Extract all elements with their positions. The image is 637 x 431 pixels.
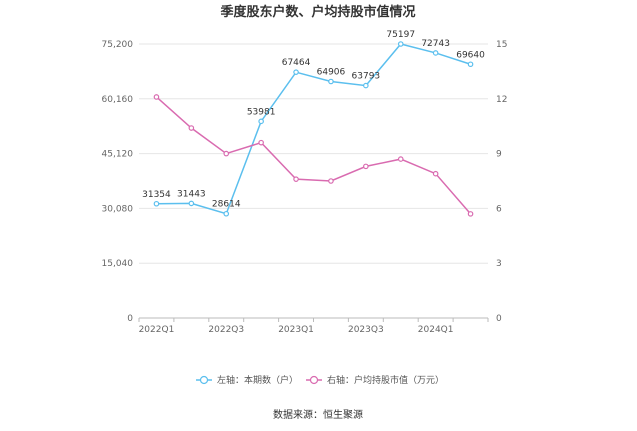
series-2-point [153, 94, 160, 100]
series-2-point [258, 139, 264, 146]
series-1-point [153, 200, 160, 207]
series-1-point [258, 118, 264, 125]
source-note: 数据来源：恒生聚源 [273, 408, 363, 421]
series-1-point [432, 50, 439, 56]
left-axis-tick-label: 45,120 [102, 150, 134, 160]
series-1-point [328, 78, 334, 85]
right-axis-tick-label: 0 [496, 314, 502, 324]
x-axis-tick-label: 2024Q1 [418, 325, 454, 335]
series-layer [153, 41, 474, 217]
series-2-point [328, 178, 334, 184]
data-label: 31354 [142, 190, 171, 200]
right-axis-tick-label: 6 [496, 204, 502, 214]
legend-marker-point [309, 375, 319, 385]
series-line-2 [155, 96, 472, 215]
chart-title: 季度股东户数、户均持股市值情况 [219, 4, 415, 20]
data-label: 75197 [386, 30, 415, 40]
series-2-point [467, 211, 474, 217]
data-label: 63793 [352, 72, 381, 82]
series-2-point [432, 170, 439, 177]
series-1-point [293, 69, 299, 75]
series-2-point [223, 150, 230, 157]
series-2-point [188, 125, 195, 131]
x-axis-tick-label: 2023Q3 [348, 325, 384, 335]
data-label: 72743 [421, 39, 450, 49]
legend: 左轴：本期数（户） 右轴：户均持股市值（万元） [196, 374, 444, 386]
x-axis-tick-label: 2022Q3 [208, 325, 244, 335]
right-axis-tick-label: 15 [496, 40, 507, 50]
left-axis-tick-label: 15,040 [102, 259, 134, 269]
data-label: 64906 [317, 68, 346, 78]
series-2-point [397, 156, 404, 162]
right-axis-tick-label: 3 [496, 259, 502, 269]
left-axis-tick-label: 30,080 [102, 204, 134, 214]
series-2-point [293, 176, 299, 182]
data-label: 53981 [247, 107, 276, 117]
x-axis-tick-label: 2022Q1 [139, 325, 175, 335]
series-1-point [363, 82, 369, 89]
x-axis-tick-label: 2023Q1 [278, 325, 314, 335]
series-1-point [467, 61, 474, 68]
right-axis-tick-label: 9 [496, 150, 502, 160]
data-label: 69640 [456, 50, 485, 60]
data-label: 31443 [177, 189, 206, 199]
right-axis-tick-label: 12 [496, 95, 507, 105]
legend-item-label: 右轴：户均持股市值（万元） [327, 374, 444, 386]
grid-layer [139, 43, 488, 319]
left-axis-tick-label: 0 [127, 314, 133, 324]
data-label-layer: 31354 31443 28614 53981 67464 64906 63793 75197… [142, 30, 485, 210]
legend-item-label: 左轴：本期数（户） [217, 374, 298, 386]
data-label: 28614 [212, 200, 241, 210]
left-axis-tick-label: 60,160 [102, 95, 134, 105]
left-axis-tick-label: 75,200 [102, 40, 134, 50]
series-1-point [397, 41, 404, 47]
series-1-point [188, 200, 195, 207]
data-label: 67464 [282, 58, 311, 68]
series-2-point [363, 163, 369, 170]
series-line-1 [156, 43, 471, 215]
legend-marker-point [199, 375, 209, 385]
axis-layer: 0 0 15,040 3 30,080 6 45,120 9 60,160 12 75,200 15 2… [102, 40, 508, 335]
series-1-point [223, 210, 230, 217]
